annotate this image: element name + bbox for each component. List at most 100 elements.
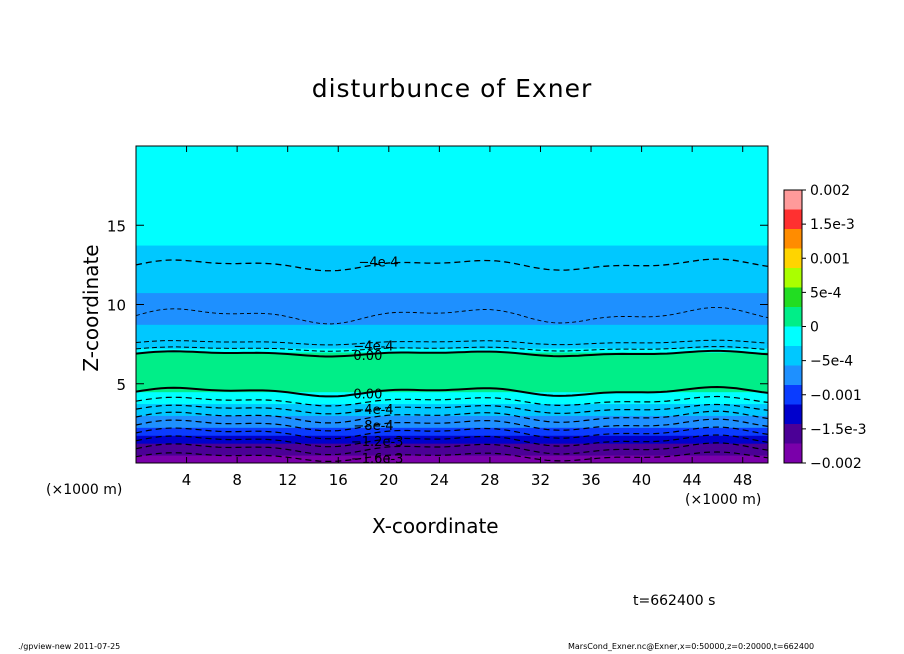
x-tick-label: 40 bbox=[632, 471, 651, 489]
field-band bbox=[136, 252, 768, 258]
contour-label: 0.00 bbox=[353, 387, 382, 402]
field-band bbox=[136, 288, 768, 294]
colorbar-segment bbox=[784, 229, 802, 249]
field-band bbox=[136, 407, 768, 412]
colorbar-segment bbox=[784, 326, 802, 347]
field-band bbox=[136, 454, 768, 460]
field-band bbox=[136, 323, 768, 329]
contour-label: −4e-4 bbox=[353, 403, 393, 418]
field-band bbox=[136, 272, 768, 278]
field-band bbox=[136, 264, 768, 270]
field-band bbox=[136, 189, 768, 195]
field-band bbox=[136, 216, 768, 222]
colorbar: 0.002 1.5e-3 0.001 5e-4 0 −5e-4 −0.001 −1.5e-3 −… bbox=[783, 183, 867, 472]
field-band bbox=[136, 153, 768, 159]
field-band bbox=[136, 442, 768, 448]
field-band bbox=[136, 296, 768, 302]
contour-line bbox=[136, 307, 768, 325]
colorbar-tick-label: 0.001 bbox=[810, 251, 850, 267]
field-band bbox=[136, 248, 768, 254]
x-tick-label: 28 bbox=[480, 471, 499, 489]
colorbar-segment bbox=[784, 365, 802, 386]
y-tick-label: 15 bbox=[107, 217, 126, 235]
y-tick-label: 10 bbox=[107, 297, 126, 315]
field-band bbox=[136, 169, 768, 175]
field-band bbox=[136, 204, 768, 210]
x-tick-label: 36 bbox=[581, 471, 600, 489]
colorbar-segment bbox=[784, 346, 802, 366]
field-band bbox=[136, 181, 768, 187]
field-band bbox=[136, 149, 768, 155]
field-band bbox=[136, 232, 768, 238]
field-band bbox=[136, 193, 768, 199]
field-band bbox=[136, 399, 768, 405]
colorbar-tick-label: 0.002 bbox=[810, 183, 850, 199]
field-band bbox=[136, 395, 768, 401]
field-band bbox=[136, 403, 768, 409]
x-tick-label: 8 bbox=[232, 471, 242, 489]
contour-label: −1.6e-3 bbox=[351, 452, 404, 467]
field-band bbox=[136, 177, 768, 183]
contour-line bbox=[136, 410, 768, 424]
colorbar-tick-label: −1.5e-3 bbox=[810, 422, 867, 438]
colorbar-segment bbox=[784, 287, 802, 308]
field-band bbox=[136, 430, 768, 436]
field-band bbox=[136, 300, 768, 305]
x-tick-label: 32 bbox=[531, 471, 550, 489]
field-band bbox=[136, 146, 768, 151]
field-band bbox=[136, 418, 768, 424]
plot-area bbox=[136, 146, 768, 463]
field-band bbox=[136, 355, 768, 361]
contour-line bbox=[136, 385, 768, 398]
contour-label: −4e-4 bbox=[358, 256, 398, 271]
x-ticks: 4 8 12 16 20 24 28 32 36 40 44 48 bbox=[182, 146, 752, 489]
field-band bbox=[136, 379, 768, 385]
field-band bbox=[136, 307, 768, 313]
field-band bbox=[136, 185, 768, 191]
field-band bbox=[136, 434, 768, 440]
contour-line bbox=[136, 258, 768, 272]
field-band bbox=[136, 236, 768, 242]
colorbar-segment bbox=[784, 424, 802, 444]
contour-line bbox=[136, 442, 768, 456]
field-band bbox=[136, 319, 768, 325]
field-band bbox=[136, 343, 768, 349]
field-band bbox=[136, 438, 768, 444]
contour-line bbox=[136, 418, 768, 432]
field-band bbox=[136, 244, 768, 250]
contour-label: −4e-4 bbox=[353, 340, 393, 355]
field-band bbox=[136, 224, 768, 230]
field-band bbox=[136, 450, 768, 456]
x-unit-label-right: (×1000 m) bbox=[685, 492, 762, 508]
colorbar-segment bbox=[784, 268, 802, 288]
x-unit-label-left: (×1000 m) bbox=[46, 482, 123, 498]
field-band bbox=[136, 276, 768, 282]
colorbar-segment bbox=[784, 307, 802, 327]
field-band bbox=[136, 268, 768, 274]
field-band bbox=[136, 391, 768, 397]
contour-line bbox=[136, 451, 768, 462]
x-tick-label: 44 bbox=[683, 471, 702, 489]
contour-line bbox=[136, 395, 768, 407]
field-band bbox=[136, 331, 768, 337]
x-tick-label: 16 bbox=[329, 471, 348, 489]
colorbar-tick-label: −5e-4 bbox=[810, 354, 853, 370]
footer-right: MarsCond_Exner.nc@Exner,x=0:50000,z=0:20… bbox=[568, 642, 815, 651]
field-band bbox=[136, 208, 768, 214]
field-band bbox=[136, 200, 768, 206]
colorbar-segment bbox=[784, 385, 802, 405]
field-band bbox=[136, 165, 768, 171]
contour-line bbox=[136, 346, 768, 352]
y-tick-label: 5 bbox=[116, 376, 126, 394]
contour-labels: −4e-4−4e-40.000.00−4e-4−8e-4−1.2e-3−1.6e… bbox=[351, 256, 404, 468]
colorbar-tick-label: 1.5e-3 bbox=[810, 217, 855, 233]
chart-title: disturbunce of Exner bbox=[311, 74, 593, 103]
field-band bbox=[136, 315, 768, 321]
field-band bbox=[136, 292, 768, 298]
colorbar-segment bbox=[784, 209, 802, 230]
field-band bbox=[136, 212, 768, 218]
field-band bbox=[136, 347, 768, 353]
field-band bbox=[136, 173, 768, 179]
colorbar-tick-label: 0 bbox=[810, 320, 819, 336]
